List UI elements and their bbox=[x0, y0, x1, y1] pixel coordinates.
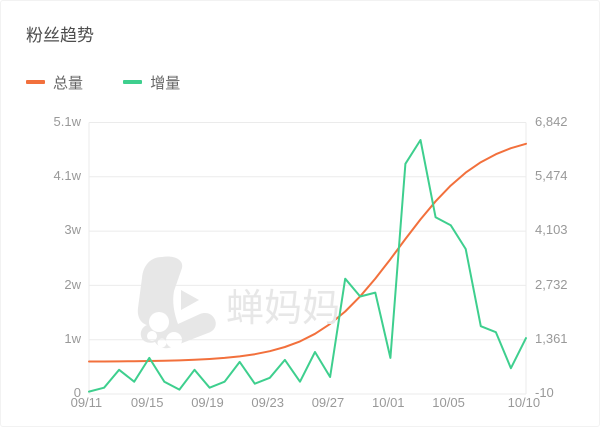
svg-text:蝉妈妈: 蝉妈妈 bbox=[226, 288, 340, 330]
